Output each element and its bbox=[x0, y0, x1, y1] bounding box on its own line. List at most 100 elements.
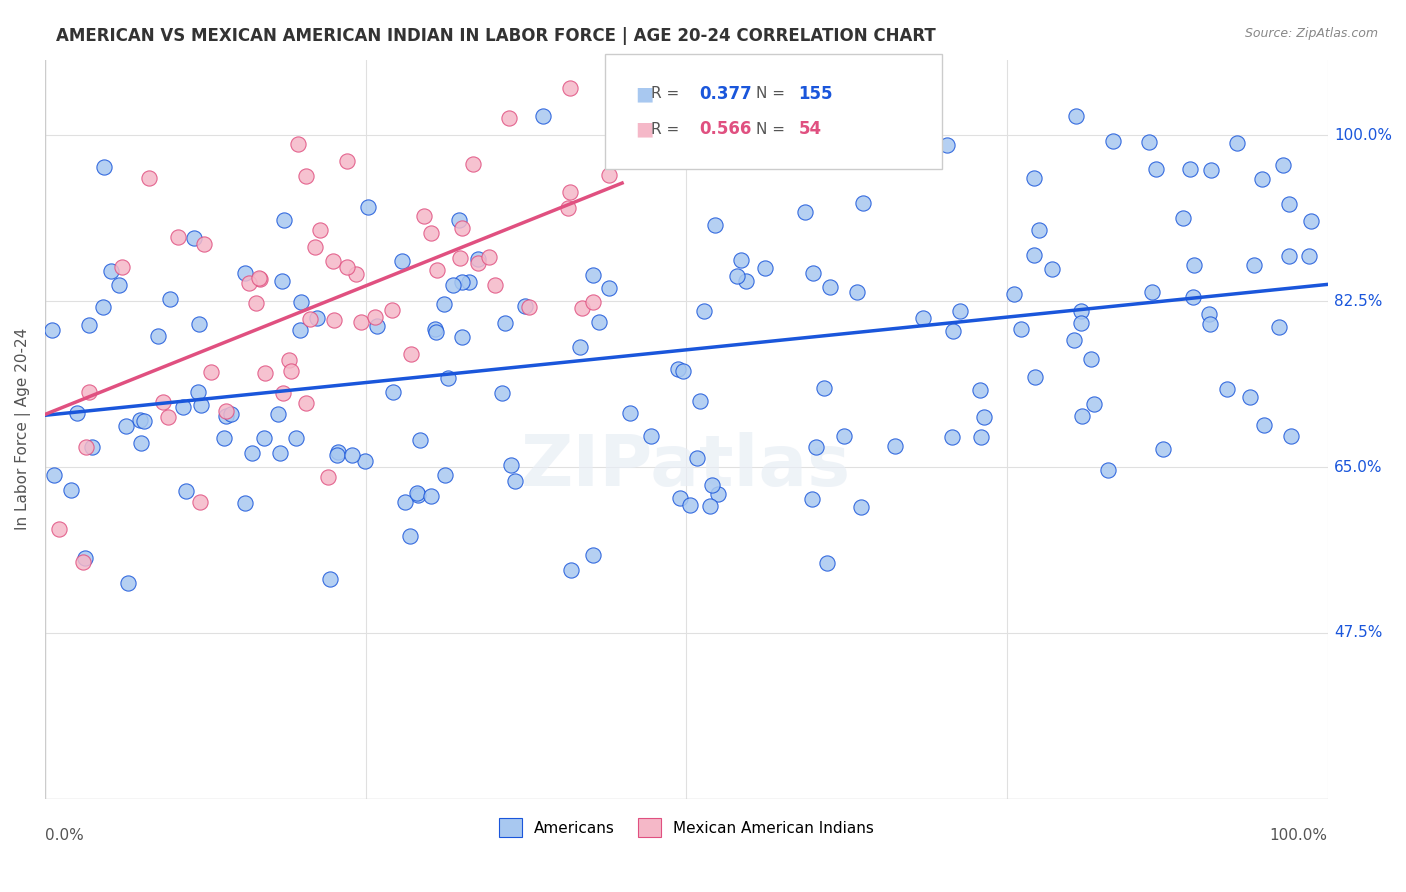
Point bbox=[1024, 370, 1046, 384]
Text: 0.566: 0.566 bbox=[699, 120, 751, 138]
Point bbox=[174, 484, 197, 499]
Point bbox=[420, 226, 443, 240]
Point bbox=[247, 270, 270, 285]
Point bbox=[1198, 307, 1220, 321]
Point bbox=[669, 491, 692, 505]
Point bbox=[699, 499, 721, 513]
Point bbox=[399, 347, 422, 361]
Point bbox=[60, 483, 83, 497]
Point bbox=[1002, 287, 1025, 301]
Point bbox=[322, 253, 344, 268]
Y-axis label: In Labor Force | Age 20-24: In Labor Force | Age 20-24 bbox=[15, 328, 31, 531]
Point bbox=[467, 252, 489, 266]
Text: 47.5%: 47.5% bbox=[1334, 625, 1382, 640]
Point bbox=[451, 220, 474, 235]
Point bbox=[619, 406, 641, 420]
Point bbox=[1178, 161, 1201, 176]
Point bbox=[433, 297, 456, 311]
Point bbox=[484, 277, 506, 292]
Point bbox=[1253, 417, 1275, 432]
Point bbox=[408, 488, 430, 502]
Point bbox=[413, 209, 436, 223]
Point bbox=[449, 252, 471, 266]
Point bbox=[399, 529, 422, 543]
Point bbox=[449, 213, 471, 227]
Point bbox=[1101, 134, 1123, 148]
Point bbox=[148, 328, 170, 343]
Point bbox=[813, 380, 835, 394]
Point bbox=[1251, 171, 1274, 186]
Point bbox=[405, 486, 427, 500]
Point bbox=[42, 468, 65, 483]
Text: ZIPatlas: ZIPatlas bbox=[522, 432, 851, 500]
Point bbox=[1070, 316, 1092, 330]
Point bbox=[238, 276, 260, 290]
Point bbox=[1268, 320, 1291, 334]
Point bbox=[166, 229, 188, 244]
Point bbox=[1137, 135, 1160, 149]
Point bbox=[498, 111, 520, 125]
Point bbox=[1070, 304, 1092, 318]
Point bbox=[704, 219, 727, 233]
Point bbox=[441, 277, 464, 292]
Point bbox=[75, 550, 97, 565]
Text: 100.0%: 100.0% bbox=[1334, 128, 1392, 143]
Text: ■: ■ bbox=[636, 120, 654, 139]
Point bbox=[295, 169, 318, 184]
Point bbox=[129, 436, 152, 450]
Point bbox=[1182, 258, 1205, 272]
Point bbox=[423, 321, 446, 335]
Point bbox=[1239, 390, 1261, 404]
Point bbox=[1022, 171, 1045, 186]
Point bbox=[304, 240, 326, 254]
Point bbox=[1216, 382, 1239, 396]
Point bbox=[942, 324, 965, 338]
Point bbox=[689, 393, 711, 408]
Point bbox=[425, 325, 447, 339]
Point bbox=[1064, 110, 1087, 124]
Text: 0.0%: 0.0% bbox=[45, 829, 83, 844]
Point bbox=[326, 448, 349, 462]
Point bbox=[969, 383, 991, 397]
Legend: Americans, Mexican American Indians: Americans, Mexican American Indians bbox=[492, 812, 880, 843]
Point bbox=[132, 414, 155, 428]
Text: R =: R = bbox=[651, 87, 685, 101]
Point bbox=[193, 236, 215, 251]
Point bbox=[287, 137, 309, 152]
Point bbox=[328, 444, 350, 458]
Point bbox=[117, 576, 139, 591]
Point bbox=[515, 299, 537, 313]
Point bbox=[219, 407, 242, 421]
Point bbox=[309, 222, 332, 236]
Point bbox=[233, 266, 256, 280]
Point bbox=[640, 429, 662, 443]
Point bbox=[128, 413, 150, 427]
Point bbox=[793, 204, 815, 219]
Point bbox=[582, 548, 605, 562]
Point bbox=[253, 366, 276, 380]
Point bbox=[212, 431, 235, 445]
Point bbox=[935, 138, 957, 153]
Point bbox=[419, 489, 441, 503]
Point bbox=[725, 268, 748, 283]
Point bbox=[273, 212, 295, 227]
Point bbox=[1040, 262, 1063, 277]
Point bbox=[883, 439, 905, 453]
Point bbox=[834, 429, 856, 443]
Point bbox=[1181, 289, 1204, 303]
Point bbox=[285, 431, 308, 445]
Point bbox=[408, 433, 430, 447]
Point bbox=[801, 266, 824, 280]
Point bbox=[970, 430, 993, 444]
Point bbox=[818, 280, 841, 294]
Point bbox=[271, 274, 294, 288]
Text: R =: R = bbox=[651, 122, 685, 136]
Point bbox=[295, 396, 318, 410]
Point bbox=[183, 231, 205, 245]
Point bbox=[1140, 285, 1163, 300]
Point bbox=[426, 263, 449, 277]
Point bbox=[187, 384, 209, 399]
Point bbox=[252, 431, 274, 445]
Point bbox=[686, 450, 709, 465]
Point bbox=[494, 316, 516, 330]
